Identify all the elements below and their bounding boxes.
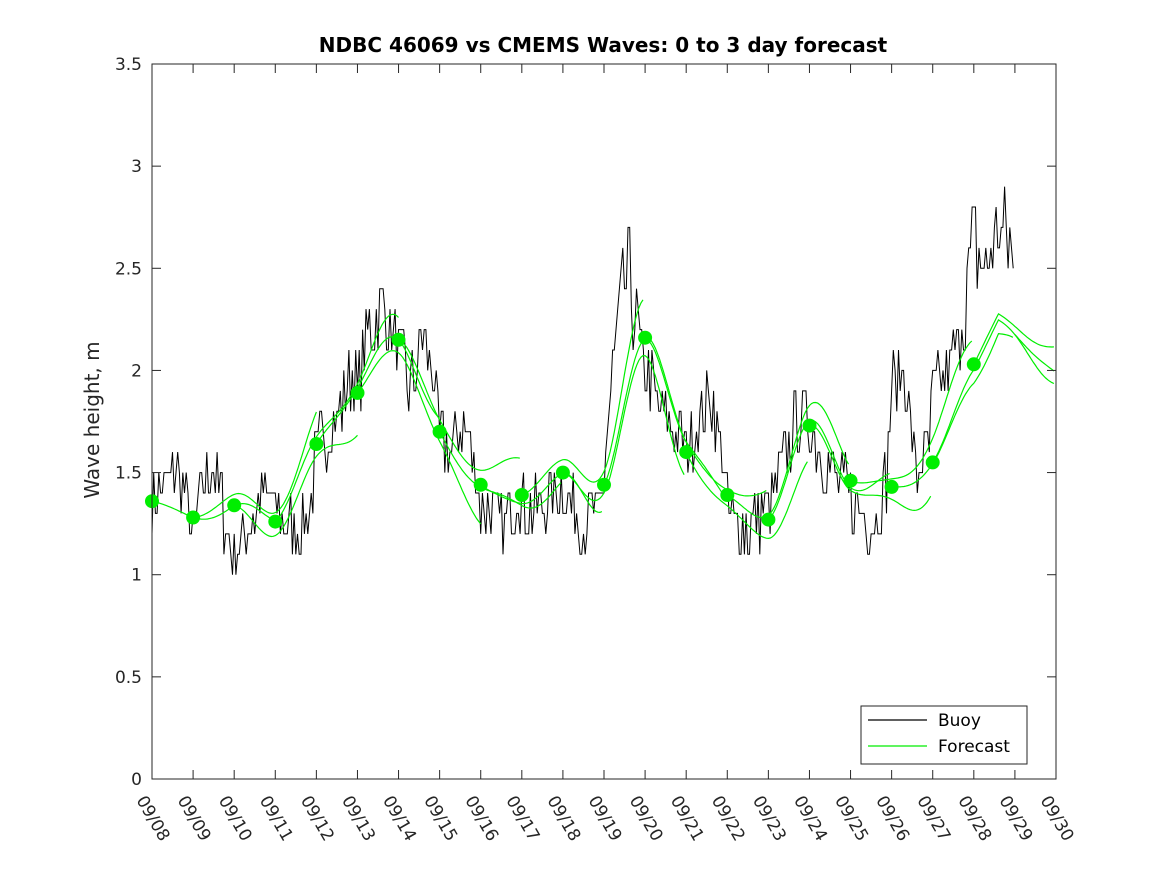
chart-title: NDBC 46069 vs CMEMS Waves: 0 to 3 day fo… — [319, 33, 888, 57]
x-tick-label: 09/19 — [584, 793, 626, 845]
x-tick-label: 09/11 — [255, 793, 297, 845]
forecast-run-line — [274, 313, 399, 523]
y-tick-label: 3 — [131, 157, 142, 177]
x-tick-label: 09/08 — [132, 793, 174, 845]
forecast-run-line — [1014, 334, 1055, 372]
x-tick-label: 09/15 — [419, 793, 461, 845]
forecast-marker — [186, 510, 201, 525]
y-tick-label: 3.5 — [115, 55, 142, 75]
x-tick-label: 09/30 — [1036, 793, 1078, 845]
forecast-run-line — [234, 434, 358, 538]
forecast-run-line — [193, 411, 317, 519]
forecast-marker — [514, 488, 529, 502]
y-tick-label: 1.5 — [115, 464, 142, 484]
forecast-marker — [597, 477, 611, 492]
y-axis-label: Wave height, m — [80, 341, 104, 498]
y-tick-label: 2 — [131, 361, 142, 381]
forecast-run-line — [151, 500, 276, 521]
x-tick-label: 09/10 — [214, 793, 256, 845]
forecast-run-line — [891, 332, 1014, 488]
forecast-run-line — [439, 431, 562, 509]
forecast-run-line — [357, 350, 482, 525]
series-layer — [145, 186, 1055, 575]
forecast-marker — [638, 330, 653, 345]
legend-forecast-label: Forecast — [938, 737, 1010, 757]
x-tick-label: 09/12 — [296, 793, 338, 845]
x-tick-label: 09/23 — [748, 793, 790, 845]
forecast-run-line — [521, 299, 644, 496]
forecast-marker — [350, 385, 365, 400]
y-tick-label: 1 — [131, 566, 142, 586]
forecast-run-line — [767, 419, 890, 521]
forecast-run-line — [726, 401, 850, 519]
forecast-run-line — [480, 472, 603, 514]
y-tick-label: 0 — [131, 770, 142, 790]
forecast-run-line — [850, 340, 973, 484]
forecast-run-line — [645, 336, 767, 497]
forecast-marker — [432, 424, 447, 439]
x-tick-label: 09/27 — [912, 793, 954, 845]
forecast-run-line — [398, 339, 520, 471]
forecast-run-line — [685, 451, 808, 540]
forecast-run-line — [809, 424, 932, 512]
forecast-run-line — [603, 338, 726, 498]
forecast-marker — [309, 437, 324, 451]
forecast-marker — [720, 488, 735, 502]
forecast-marker — [884, 479, 899, 494]
x-tick-label: 09/21 — [666, 793, 708, 845]
x-tick-label: 09/16 — [460, 793, 502, 845]
forecast-marker — [227, 498, 242, 513]
forecast-run-line — [315, 336, 441, 445]
forecast-marker — [925, 455, 940, 470]
forecast-marker — [843, 473, 858, 488]
forecast-run-line — [973, 313, 1054, 365]
buoy-series-line — [151, 186, 1014, 575]
y-tick-label: 2.5 — [115, 259, 142, 279]
x-tick-label: 09/26 — [871, 793, 913, 845]
forecast-marker — [761, 512, 776, 527]
x-tick-label: 09/14 — [378, 793, 420, 845]
forecast-marker — [555, 465, 570, 480]
x-tick-label: 09/13 — [337, 793, 379, 845]
forecast-run-line — [562, 354, 685, 502]
forecast-marker — [802, 418, 817, 433]
forecast-run-line — [932, 319, 1055, 463]
forecast-marker — [391, 332, 406, 347]
forecast-marker — [473, 477, 488, 492]
forecast-marker — [679, 445, 694, 460]
forecast-marker — [966, 357, 981, 372]
x-tick-label: 09/20 — [625, 793, 667, 845]
legend-buoy-label: Buoy — [938, 711, 981, 731]
forecast-marker — [268, 514, 283, 529]
x-tick-label: 09/29 — [995, 793, 1037, 845]
x-tick-label: 09/25 — [830, 793, 872, 845]
x-tick-label: 09/09 — [173, 793, 215, 845]
x-tick-label: 09/18 — [543, 793, 585, 845]
legend: Buoy Forecast — [860, 705, 1028, 765]
x-tick-label: 09/17 — [501, 793, 543, 845]
x-tick-label: 09/28 — [953, 793, 995, 845]
x-tick-label: 09/24 — [789, 793, 831, 845]
x-tick-label: 09/22 — [707, 793, 749, 845]
plot-area-frame — [151, 63, 1057, 780]
legend-box — [860, 705, 1028, 765]
y-tick-label: 0.5 — [115, 668, 142, 688]
